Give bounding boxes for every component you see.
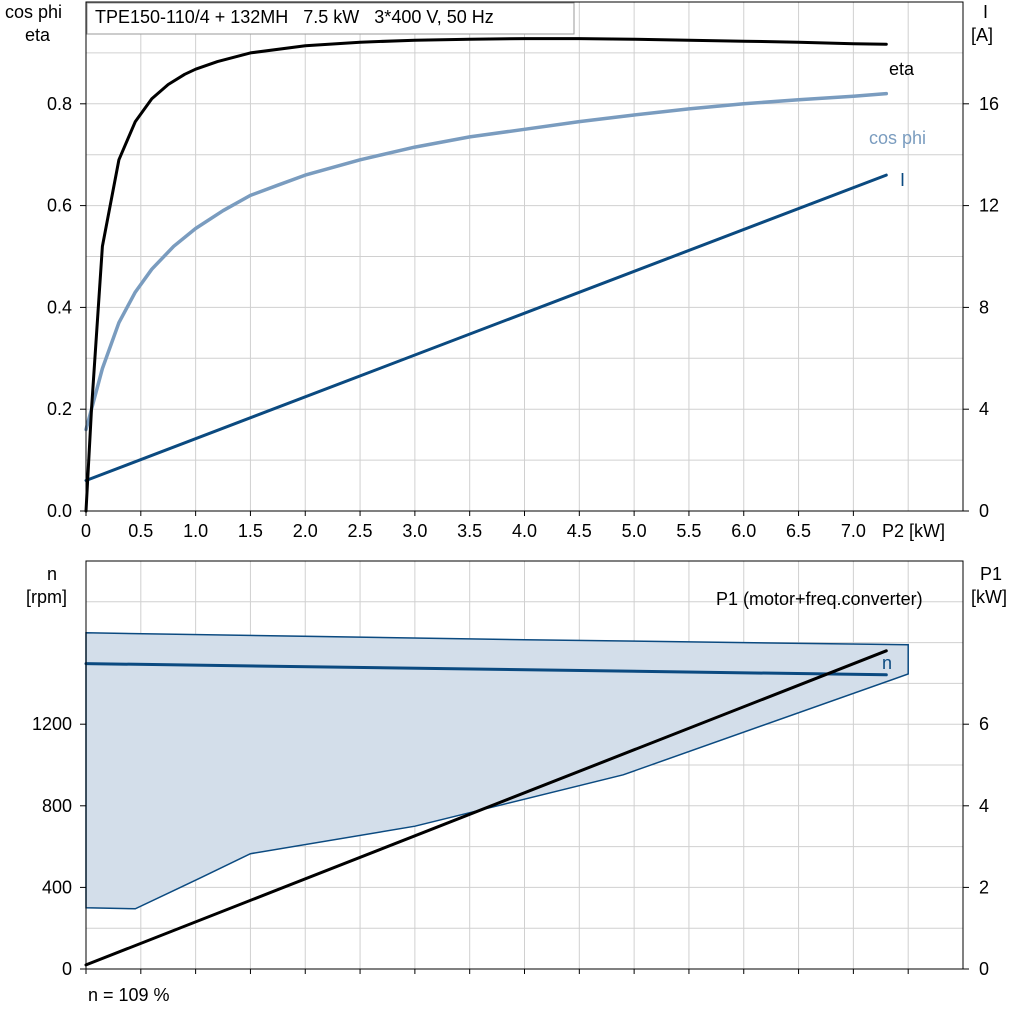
upper-x-tick-label: 5.5 <box>676 521 701 541</box>
upper-x-tick-label: 2.0 <box>293 521 318 541</box>
eta-curve-label: eta <box>889 59 915 79</box>
upper-right-axis-label-1: I <box>983 2 988 22</box>
upper-x-tick-label: 3.5 <box>457 521 482 541</box>
upper-left-tick-label: 0.8 <box>47 94 72 114</box>
lower-right-axis-label-1: P1 <box>980 564 1002 584</box>
upper-x-tick-label: 6.5 <box>786 521 811 541</box>
lower-left-axis-label-1: n <box>47 564 57 584</box>
upper-x-tick-label: 6.0 <box>731 521 756 541</box>
speed-n-curve <box>84 662 888 677</box>
p1-power-curve <box>84 649 888 967</box>
title-box <box>86 2 575 35</box>
upper-right-tick-label: 16 <box>979 94 999 114</box>
upper-x-tick-label: 5.0 <box>622 521 647 541</box>
lower-right-tick-label: 6 <box>979 714 989 734</box>
lower-chart-series <box>84 649 888 967</box>
upper-right-tick-label: 8 <box>979 297 989 317</box>
lower-right-tick-label: 4 <box>979 796 989 816</box>
upper-chart-series <box>84 37 889 513</box>
lower-left-tick-label: 400 <box>42 877 72 897</box>
upper-left-tick-label: 0.6 <box>47 196 72 216</box>
upper-left-tick-label: 0.4 <box>47 297 72 317</box>
eta-curve <box>84 37 888 513</box>
lower-left-tick-label: 800 <box>42 796 72 816</box>
current-curve-label: I <box>900 170 905 190</box>
upper-x-tick-label: 0 <box>81 521 91 541</box>
cos-phi-curve <box>84 91 889 432</box>
lower-chart-ticks: 0 400 800 1200 0 2 4 6 <box>32 714 989 979</box>
upper-x-tick-label: 0.5 <box>128 521 153 541</box>
upper-left-tick-label: 0.0 <box>47 501 72 521</box>
upper-left-axis-label-1: cos phi <box>5 2 62 22</box>
lower-right-axis-label-2: [kW] <box>971 587 1007 607</box>
lower-right-tick-label: 2 <box>979 877 989 897</box>
operating-range-band-group <box>85 632 909 910</box>
operating-range-band <box>85 632 909 910</box>
upper-x-tick-label: 4.5 <box>567 521 592 541</box>
n-curve-label: n <box>882 653 892 673</box>
upper-chart-grid <box>86 1 963 511</box>
upper-left-tick-label: 0.2 <box>47 399 72 419</box>
lower-left-axis-label-2: [rpm] <box>26 587 67 607</box>
upper-x-axis-label: P2 [kW] <box>882 521 945 541</box>
upper-right-tick-label: 12 <box>979 196 999 216</box>
cos-phi-curve-label: cos phi <box>869 128 926 148</box>
upper-x-tick-label: 1.5 <box>238 521 263 541</box>
lower-left-tick-label: 0 <box>62 959 72 979</box>
upper-x-tick-label: 2.5 <box>348 521 373 541</box>
upper-chart-ticks: 0 0.5 1.0 1.5 2.0 2.5 3.0 3.5 4.0 4.5 5.0 5.5 6.0 6.5… <box>47 94 999 541</box>
upper-right-tick-label: 0 <box>979 501 989 521</box>
upper-x-tick-label: 4.0 <box>512 521 537 541</box>
upper-x-tick-label: 1.0 <box>183 521 208 541</box>
upper-x-tick-label: 3.0 <box>402 521 427 541</box>
upper-x-tick-label: 7.0 <box>841 521 866 541</box>
current-curve <box>84 173 888 482</box>
lower-left-tick-label: 1200 <box>32 714 72 734</box>
chart-title: TPE150-110/4 + 132MH 7.5 kW 3*400 V, 50 … <box>95 7 494 27</box>
upper-right-tick-label: 4 <box>979 399 989 419</box>
lower-right-tick-label: 0 <box>979 959 989 979</box>
footer-speed-note: n = 109 % <box>88 985 170 1005</box>
upper-right-axis-label-2: [A] <box>971 25 993 45</box>
p1-curve-label: P1 (motor+freq.converter) <box>716 589 923 609</box>
upper-left-axis-label-2: eta <box>25 25 51 45</box>
